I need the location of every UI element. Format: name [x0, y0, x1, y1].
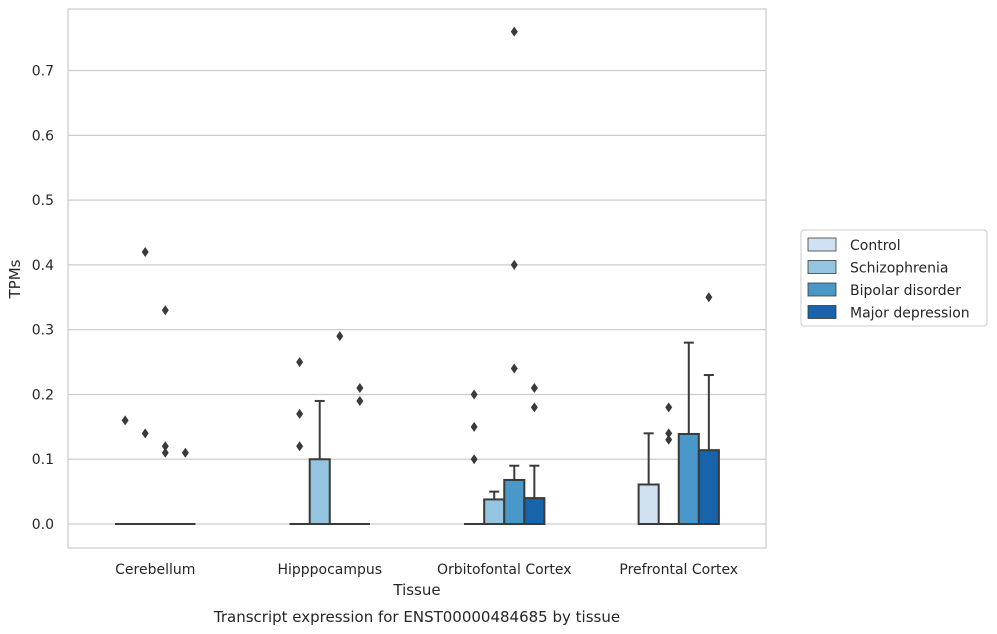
outlier-point [296, 357, 304, 368]
box [637, 483, 660, 526]
outlier-point [470, 421, 478, 432]
outlier-point [510, 363, 518, 374]
outlier-point [181, 447, 189, 458]
x-tick-labels: Cerebellum Hipppocampus Orbitofontal Corte… [115, 562, 738, 578]
outlier-point [356, 382, 364, 393]
outlier-point [296, 441, 304, 452]
legend-label: Major depression [850, 306, 970, 322]
x-axis-label: Tissue [392, 581, 440, 599]
box [308, 458, 331, 526]
y-tick-label: 0.3 [32, 323, 54, 339]
legend-frame [800, 229, 988, 327]
chart-caption: Transcript expression for ENST0000048468… [213, 608, 620, 626]
y-tick-labels: 0.0 0.1 0.2 0.3 0.4 0.5 0.6 0.7 [32, 64, 54, 533]
y-tick-label: 0.7 [32, 64, 54, 80]
box [503, 478, 526, 526]
gridlines [68, 69, 766, 525]
outlier-point [530, 402, 538, 413]
outlier-point [336, 331, 344, 342]
legend-label: Control [850, 238, 901, 254]
outlier-point [510, 259, 518, 270]
x-tick-label: Prefrontal Cortex [619, 562, 738, 578]
y-tick-label: 0.1 [32, 452, 54, 468]
y-tick-label: 0.2 [32, 387, 54, 403]
outlier-point [161, 447, 169, 458]
box [677, 432, 700, 526]
outlier-point [665, 402, 673, 413]
outlier-point [141, 246, 149, 257]
outlier-point [510, 26, 518, 37]
box [483, 498, 506, 526]
outlier-point [705, 292, 713, 303]
y-axis-label: TPMs [6, 259, 24, 299]
legend-swatch [807, 305, 837, 319]
legend: Control Schizophrenia Bipolar disorder Majo… [800, 229, 988, 327]
x-tick-label: Hipppocampus [277, 562, 382, 578]
y-tick-label: 0.0 [32, 517, 54, 533]
outlier-point [665, 428, 673, 439]
outlier-point [141, 428, 149, 439]
legend-swatch [807, 237, 837, 252]
y-tick-label: 0.5 [32, 193, 54, 209]
outlier-point [356, 395, 364, 406]
legend-label: Bipolar disorder [850, 283, 961, 299]
x-tick-label: Cerebellum [115, 562, 195, 578]
y-tick-label: 0.4 [32, 258, 54, 274]
legend-swatch [807, 260, 837, 274]
outlier-point [296, 408, 304, 419]
outlier-point [470, 454, 478, 465]
box [523, 497, 546, 526]
plot-frame [67, 8, 767, 549]
x-tick-label: Orbitofontal Cortex [437, 562, 572, 578]
y-tick-label: 0.6 [32, 128, 54, 144]
outlier-point [665, 434, 673, 445]
legend-label: Schizophrenia [850, 261, 948, 277]
outlier-point [470, 389, 478, 400]
outlier-point [530, 382, 538, 393]
plot-marks [115, 26, 720, 526]
outlier-point [121, 415, 129, 426]
outlier-point [161, 305, 169, 316]
legend-swatch [807, 282, 837, 297]
outlier-point [161, 441, 169, 452]
box [697, 449, 720, 526]
